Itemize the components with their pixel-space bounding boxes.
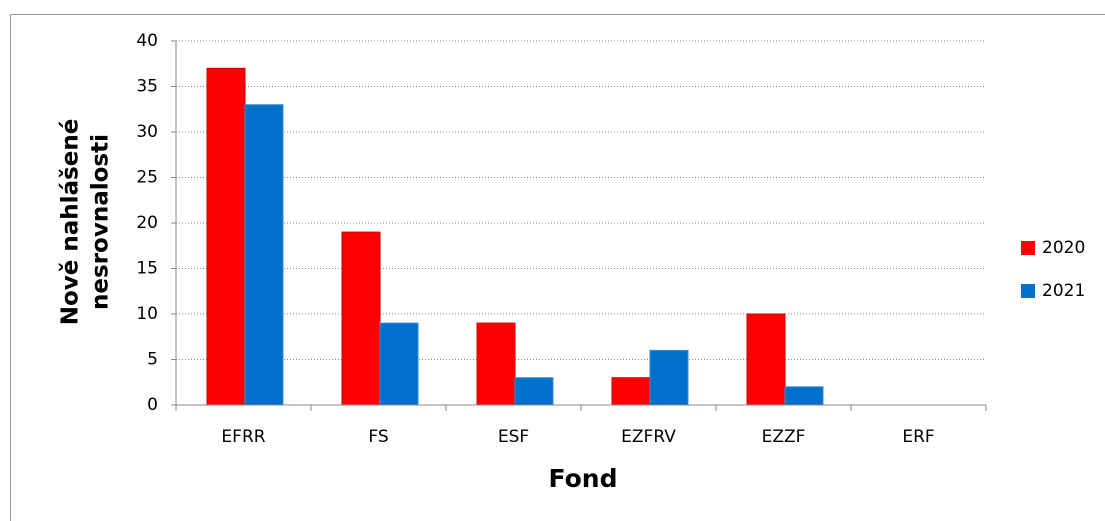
y-tick-label: 5 [147,350,158,370]
bar [784,386,824,406]
y-axis-label: Nově nahlášené nesrovnalosti [58,119,114,326]
y-tick-label: 20 [136,213,158,233]
x-tick-label: EFRR [221,427,265,447]
legend-label: 2020 [1042,238,1085,258]
y-tick-label: 10 [136,304,158,324]
y-tick-label: 40 [136,31,158,51]
y-axis-label-line: Nově nahlášené [58,119,84,326]
legend-swatch [1021,284,1035,298]
bar [341,231,381,406]
bar [476,322,516,406]
x-axis-label: Fond [549,464,618,493]
y-tick-label: 30 [136,122,158,142]
chart-frame [10,14,1105,521]
x-tick-label: EZZF [762,427,806,447]
x-tick-label: ERF [902,427,934,447]
bar [611,377,651,406]
y-tick-label: 25 [136,168,158,188]
bar [514,377,554,406]
y-tick-label: 0 [147,395,158,415]
x-tick-label: FS [368,427,388,447]
y-tick-label: 15 [136,259,158,279]
y-axis-label-line: nesrovnalosti [88,134,114,310]
y-tick-label: 35 [136,77,158,97]
bar [206,67,246,406]
x-tick-label: ESF [498,427,529,447]
legend-swatch [1021,241,1035,255]
bar [379,322,419,406]
bar [244,104,284,406]
x-tick-label: EZFRV [621,427,676,447]
bar [649,349,689,406]
legend-label: 2021 [1042,281,1085,301]
bar [746,313,786,406]
